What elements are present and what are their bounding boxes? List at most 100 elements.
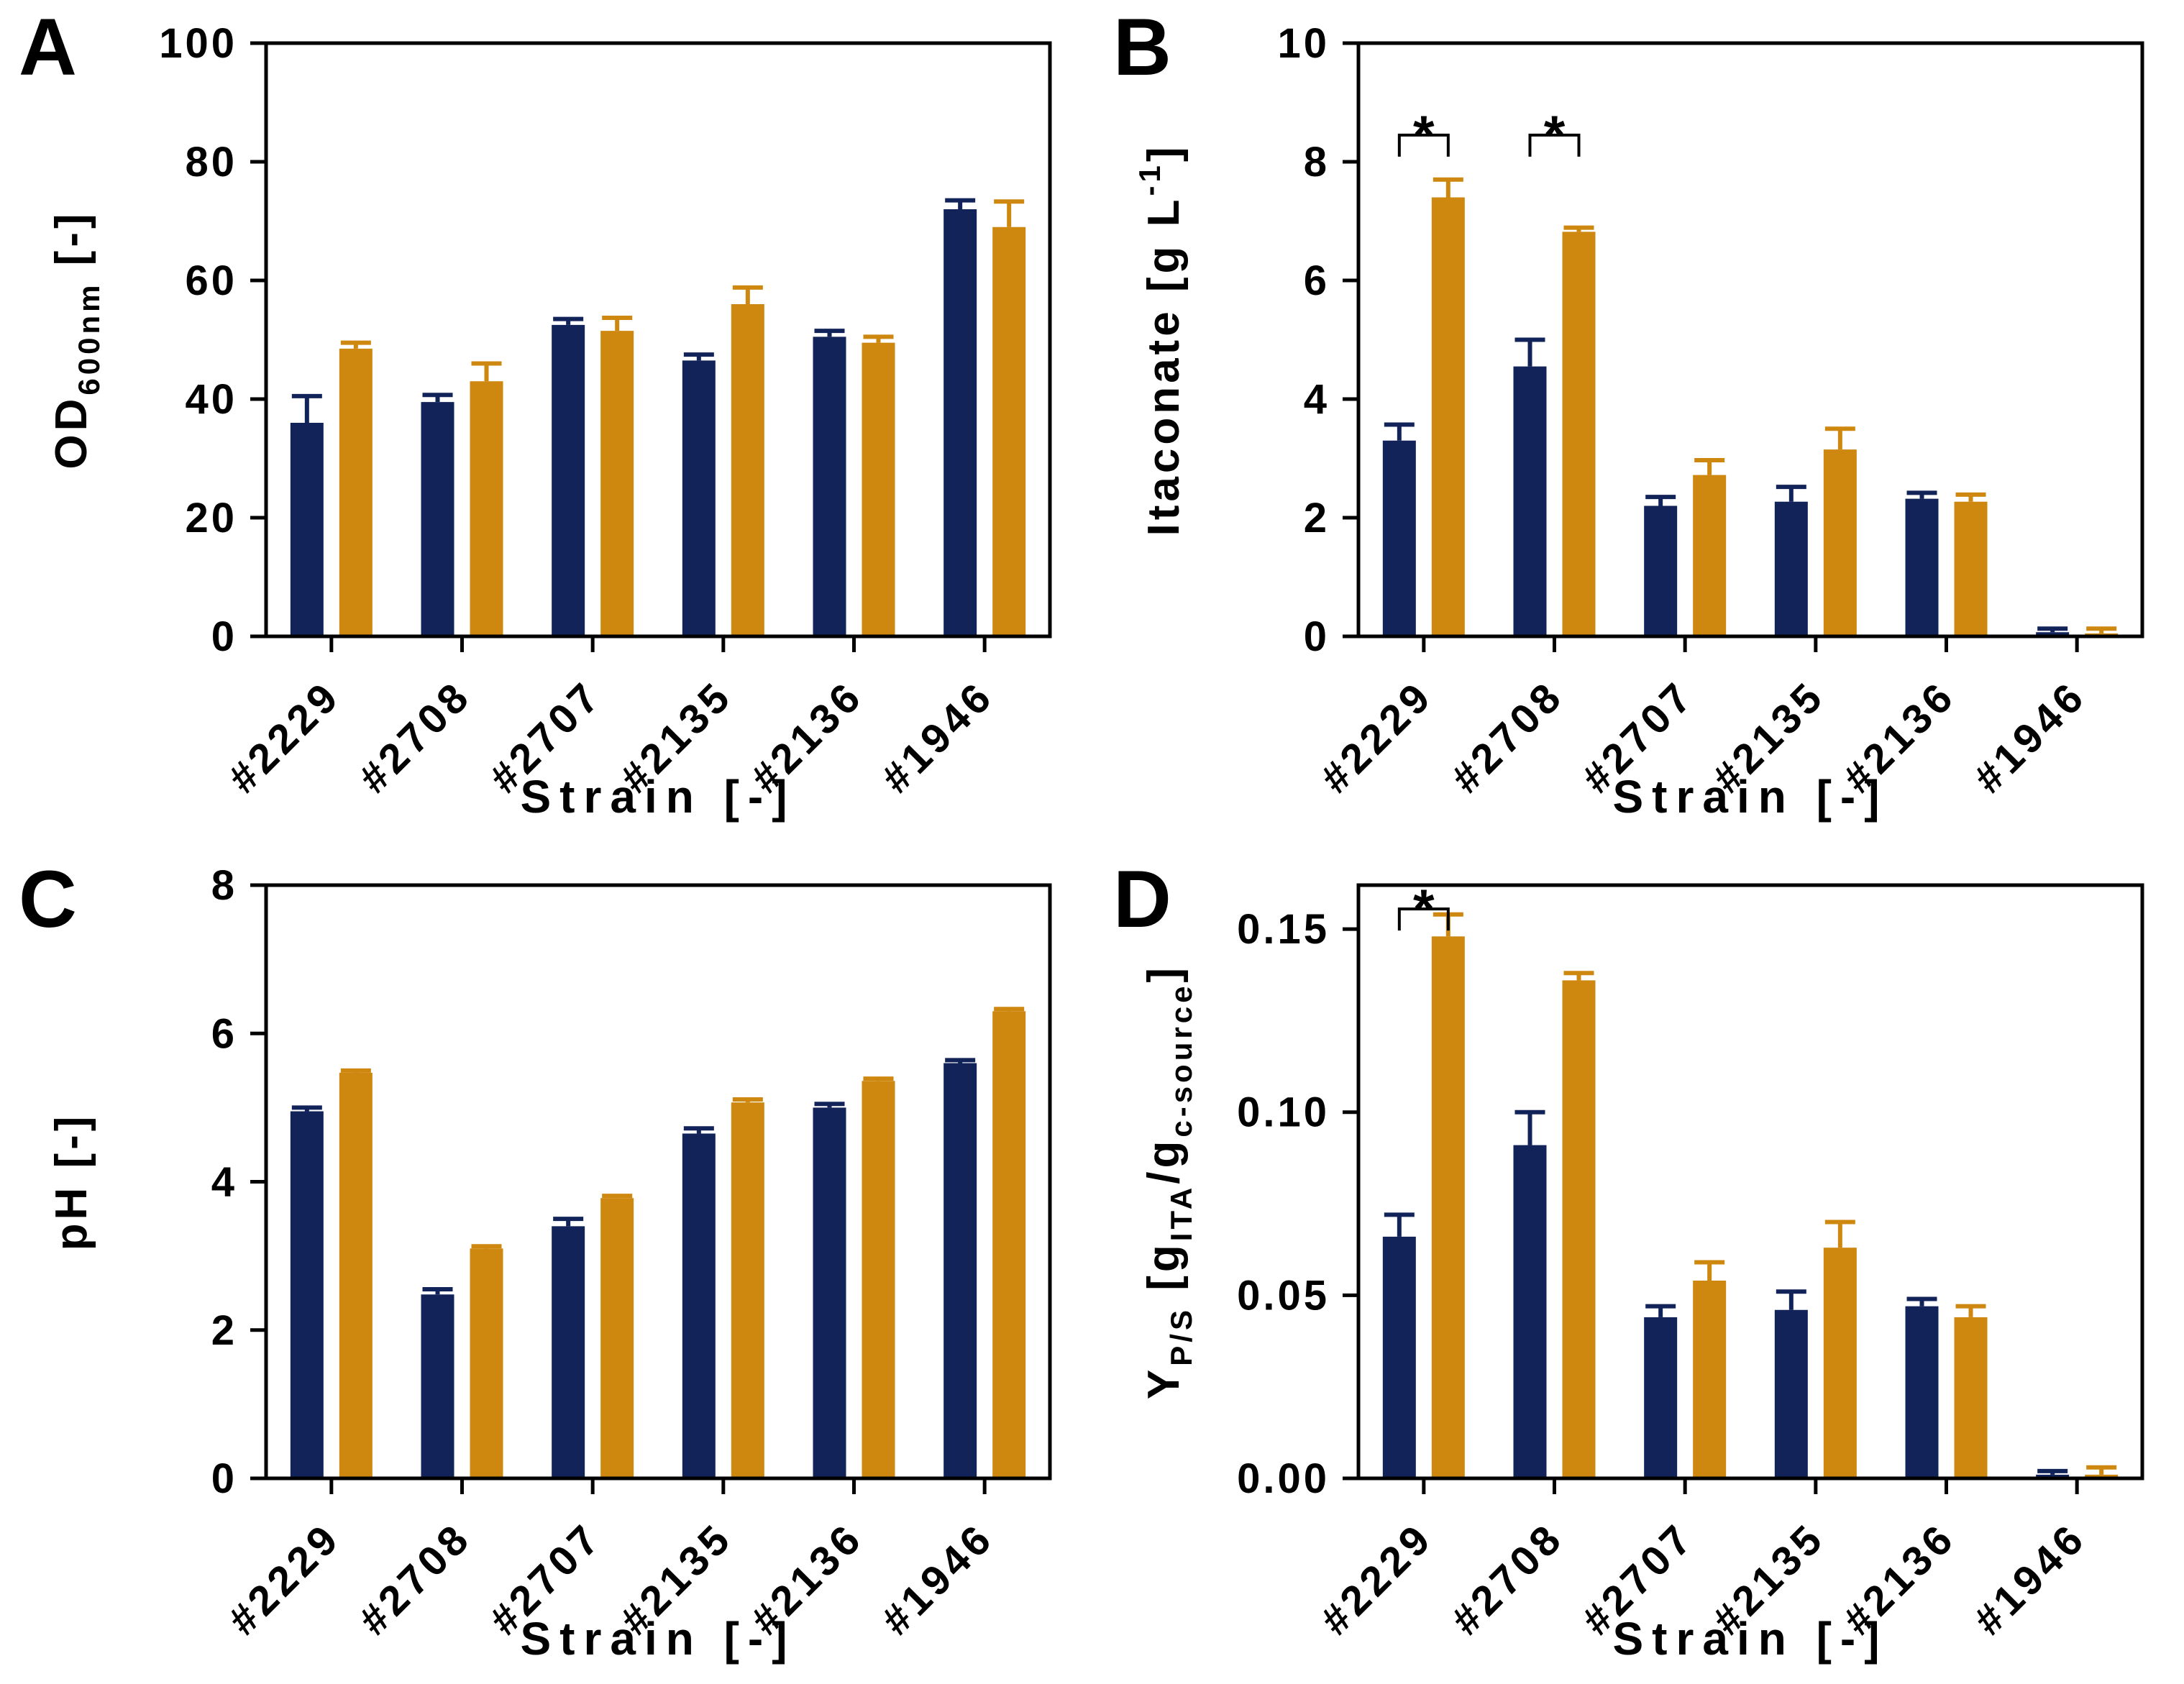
bar-series_navy-#2135 [1774, 501, 1808, 636]
bar-series_navy-#2229 [290, 1111, 324, 1478]
y-tick-label: 80 [185, 139, 237, 186]
y-tick-label: 8 [211, 862, 237, 909]
y-tick-label: 0.15 [1237, 906, 1330, 953]
y-axis-title-text: [-] [47, 210, 96, 281]
bar-series_navy-#2136 [813, 1107, 846, 1478]
bar-series_navy-#1946 [943, 1063, 977, 1478]
x-tick-label: #2708 [349, 672, 480, 802]
x-tick-label: #2708 [349, 1514, 480, 1644]
bar-series_orange-#2229 [1431, 936, 1465, 1478]
plot-frame [264, 41, 1052, 639]
x-tick-label: #1946 [1965, 1514, 2095, 1644]
y-tick-label: 10 [1277, 20, 1330, 67]
panel-D-chart: *0.000.050.100.15#2229 #2708 #2707 #2135 #21… [1139, 879, 2144, 1665]
bar-series_navy-#2229 [290, 423, 324, 636]
x-tick-label: #1946 [1965, 672, 2095, 802]
y-tick-label: 0 [1304, 613, 1330, 660]
bar-series_orange-#2136 [862, 1081, 895, 1478]
bar-series_navy-#2708 [421, 1294, 454, 1478]
bar-series_orange-#1946 [992, 1011, 1026, 1478]
bar-series_navy-#2707 [552, 1226, 585, 1478]
bar-series_orange-#2708 [470, 381, 503, 636]
panel-letter-D: D [1113, 854, 1171, 944]
bar-series_orange-#2135 [1823, 1248, 1857, 1478]
y-tick-label: 6 [1304, 257, 1330, 304]
y-axis-title-sub: P/S [1164, 1307, 1198, 1366]
bar-series_orange-#2229 [339, 348, 373, 636]
significance-bracket [1528, 133, 1581, 157]
bar-series_orange-#2135 [1823, 449, 1857, 636]
bar-series_orange-#2707 [1693, 475, 1727, 636]
y-tick-label: 2 [211, 1307, 237, 1354]
x-tick-label: #1946 [872, 1514, 1002, 1644]
y-tick-label: 4 [211, 1159, 237, 1206]
x-tick-label: #2708 [1442, 1514, 1572, 1644]
y-tick-label: 40 [185, 376, 237, 423]
bar-series_navy-#2135 [682, 1133, 716, 1478]
y-axis-title: Itaconate [g L-1] [1133, 143, 1189, 536]
plot-frame [1356, 883, 2144, 1481]
x-axis-title: Strain [-] [1612, 1613, 1888, 1665]
y-axis-title-sub: c-source [1164, 983, 1198, 1138]
x-tick-label: #2229 [1312, 672, 1442, 802]
bar-series_navy-#2708 [1513, 1145, 1547, 1478]
bar-series_navy-#2135 [682, 360, 716, 636]
bar-series_orange-#2136 [862, 342, 895, 636]
y-axis-title-text: Y [1139, 1366, 1189, 1399]
y-axis-title-text: Itaconate [g L [1139, 196, 1189, 536]
bar-series_navy-#1946 [2036, 632, 2070, 636]
significance-bracket [1397, 907, 1450, 931]
y-axis-title-text: /g [1139, 1138, 1189, 1184]
y-tick-label: 20 [185, 495, 237, 541]
x-axis-title: Strain [-] [1612, 771, 1888, 823]
bar-series_orange-#2707 [1693, 1281, 1727, 1478]
bar-series_orange-#2135 [731, 1102, 764, 1478]
y-axis-title: pH [-] [47, 1113, 96, 1251]
significance-star: * [1544, 105, 1566, 166]
bar-series_orange-#1946 [2085, 1474, 2119, 1478]
bar-series_orange-#1946 [992, 226, 1026, 636]
bar-series_orange-#2136 [1954, 501, 1988, 636]
y-tick-label: 8 [1304, 139, 1330, 186]
plot-frame [264, 883, 1052, 1481]
y-tick-label: 4 [1304, 376, 1330, 423]
bar-series_navy-#2708 [421, 402, 454, 636]
bar-series_orange-#2708 [1562, 980, 1596, 1478]
panel-letter-B: B [1113, 2, 1171, 92]
y-axis-title-text: pH [-] [47, 1113, 96, 1251]
bar-series_orange-#2136 [1954, 1317, 1988, 1478]
y-axis-title-sup: -1 [1133, 162, 1166, 196]
bar-series_navy-#2136 [1905, 498, 1939, 636]
bar-series_navy-#2135 [1774, 1309, 1808, 1478]
bar-series_navy-#2136 [813, 337, 846, 636]
bar-series_orange-#2229 [1431, 197, 1465, 636]
y-axis-title-text: ] [1139, 143, 1189, 162]
y-tick-label: 0.00 [1237, 1455, 1330, 1502]
significance-bracket [1397, 133, 1450, 157]
x-tick-label: #2229 [219, 1514, 349, 1644]
bar-series_navy-#1946 [943, 209, 977, 636]
bar-series_orange-#2707 [600, 331, 634, 636]
y-tick-label: 60 [185, 257, 237, 304]
bar-series_navy-#2229 [1382, 440, 1416, 636]
bar-series_navy-#2229 [1382, 1236, 1416, 1478]
x-tick-label: #2229 [1312, 1514, 1442, 1644]
bar-series_orange-#2135 [731, 304, 764, 636]
bar-series_navy-#2708 [1513, 366, 1547, 636]
y-axis-title-text: OD [47, 395, 96, 470]
bar-series_navy-#2707 [1644, 505, 1678, 636]
y-axis-title: YP/S [gITA/gc-source] [1139, 964, 1198, 1399]
bar-series_navy-#2707 [552, 324, 585, 636]
bar-series_orange-#2229 [339, 1072, 373, 1478]
panel-letter-C: C [19, 854, 77, 944]
bar-series_navy-#2707 [1644, 1317, 1678, 1478]
significance-star: * [1413, 879, 1435, 940]
y-tick-label: 0.05 [1237, 1272, 1330, 1319]
y-tick-label: 0.10 [1237, 1089, 1330, 1136]
bar-series_orange-#2708 [470, 1248, 503, 1478]
significance-star: * [1413, 105, 1435, 166]
